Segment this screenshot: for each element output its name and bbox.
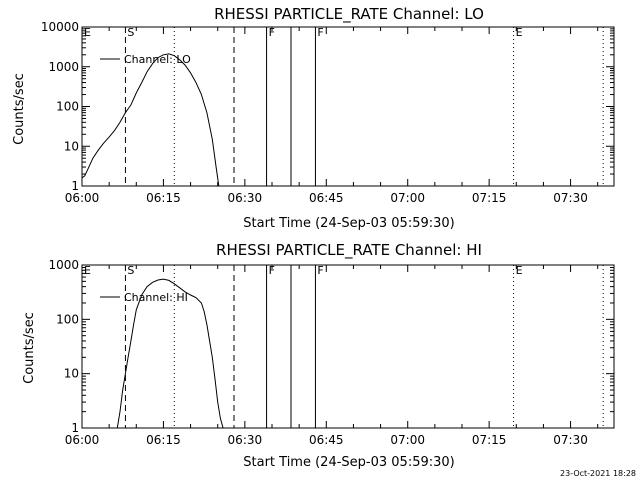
event-marker-label: E bbox=[516, 264, 523, 277]
plot-frame bbox=[81, 264, 615, 429]
event-marker-label: E bbox=[516, 26, 523, 39]
event-marker-label: F bbox=[269, 26, 275, 39]
x-tick-label: 06:45 bbox=[309, 191, 344, 205]
y-tick-label: 10000 bbox=[41, 20, 79, 34]
x-tick-label: 07:00 bbox=[390, 433, 425, 447]
event-marker-label: F bbox=[317, 264, 323, 277]
series-line bbox=[116, 278, 224, 429]
event-marker-label: E bbox=[84, 26, 91, 39]
y-tick-label: 1 bbox=[71, 179, 79, 193]
y-axis-label: Counts/sec bbox=[12, 73, 27, 145]
x-tick-label: 06:00 bbox=[65, 191, 100, 205]
x-tick-label: 06:00 bbox=[65, 433, 100, 447]
legend-label: Channel: LO bbox=[124, 53, 191, 66]
x-axis-label: Start Time (24-Sep-03 05:59:30) bbox=[243, 216, 454, 231]
x-tick-label: 06:45 bbox=[309, 433, 344, 447]
event-marker-label: E bbox=[84, 264, 91, 277]
y-tick-label: 1000 bbox=[48, 258, 79, 272]
panel-hi: RHESSI PARTICLE_RATE Channel: HI Start T… bbox=[22, 241, 615, 470]
chart-title: RHESSI PARTICLE_RATE Channel: HI bbox=[216, 241, 482, 260]
x-axis-label: Start Time (24-Sep-03 05:59:30) bbox=[243, 455, 454, 470]
x-tick-label: 06:15 bbox=[146, 191, 181, 205]
event-marker-label: S bbox=[127, 26, 134, 39]
x-tick-label: 07:00 bbox=[390, 191, 425, 205]
y-axis-label: Counts/sec bbox=[22, 312, 37, 384]
y-tick-label: 1000 bbox=[48, 60, 79, 74]
series-line bbox=[81, 53, 220, 187]
event-marker-label: F bbox=[317, 26, 323, 39]
y-tick-label: 10 bbox=[64, 139, 79, 153]
y-tick-label: 100 bbox=[56, 100, 79, 114]
footer-timestamp: 23-Oct-2021 18:28 bbox=[560, 469, 636, 478]
x-tick-label: 06:30 bbox=[228, 191, 263, 205]
y-tick-label: 100 bbox=[56, 312, 79, 326]
y-tick-label: 10 bbox=[64, 367, 79, 381]
panel-lo: RHESSI PARTICLE_RATE Channel: LO Start T… bbox=[12, 5, 615, 231]
legend-label: Channel: HI bbox=[124, 291, 188, 304]
x-tick-label: 07:15 bbox=[472, 191, 507, 205]
x-tick-label: 07:30 bbox=[553, 433, 588, 447]
x-tick-label: 07:30 bbox=[553, 191, 588, 205]
x-tick-label: 06:30 bbox=[228, 433, 263, 447]
event-marker-label: S bbox=[127, 264, 134, 277]
x-tick-label: 07:15 bbox=[472, 433, 507, 447]
chart-title: RHESSI PARTICLE_RATE Channel: LO bbox=[214, 5, 484, 24]
y-tick-label: 1 bbox=[71, 421, 79, 435]
event-marker-label: F bbox=[269, 264, 275, 277]
x-tick-label: 06:15 bbox=[146, 433, 181, 447]
